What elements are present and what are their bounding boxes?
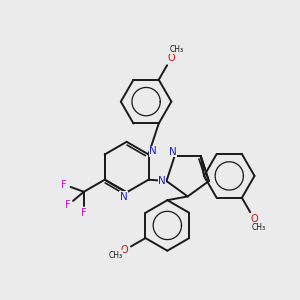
Text: O: O: [250, 214, 258, 224]
Text: O: O: [121, 245, 128, 255]
Text: F: F: [65, 200, 71, 210]
Text: CH₃: CH₃: [252, 223, 266, 232]
Text: N: N: [149, 146, 157, 157]
Text: N: N: [120, 192, 128, 202]
Text: F: F: [81, 208, 87, 218]
Text: CH₃: CH₃: [109, 251, 123, 260]
Text: O: O: [167, 53, 175, 63]
Text: N: N: [169, 147, 177, 157]
Text: F: F: [61, 180, 67, 190]
Text: CH₃: CH₃: [169, 45, 183, 54]
Text: N: N: [158, 176, 166, 186]
